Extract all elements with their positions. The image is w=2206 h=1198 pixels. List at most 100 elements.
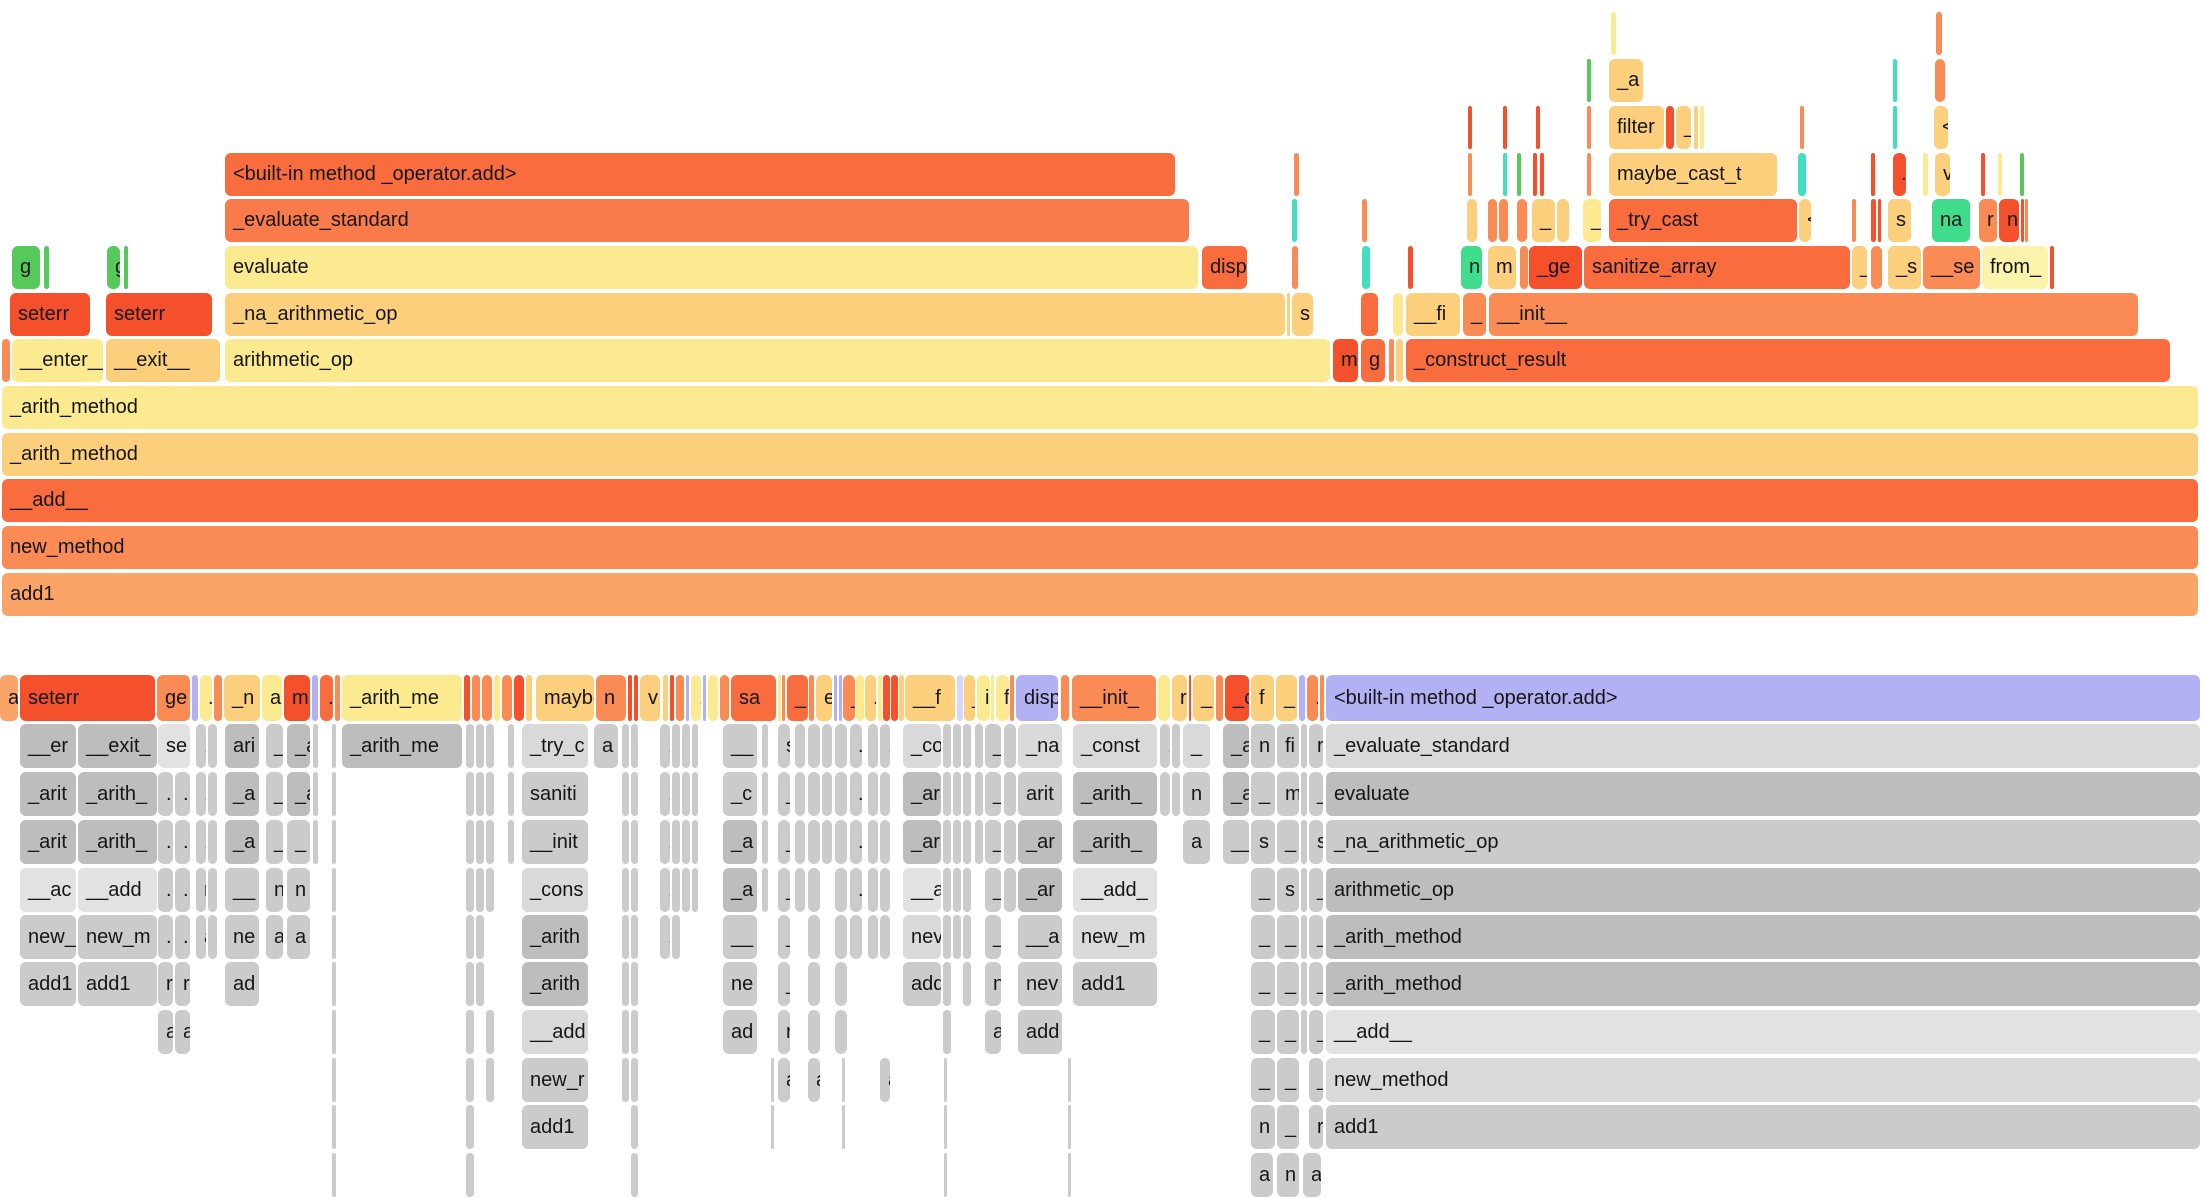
frame-sliver[interactable]	[622, 724, 629, 768]
frame-sliver[interactable]	[508, 772, 514, 816]
frame-sliver[interactable]	[508, 820, 514, 864]
frame-_arith_[interactable]: _arith_	[78, 772, 157, 816]
frame-sliver[interactable]	[1694, 106, 1698, 149]
frame-fi[interactable]: fi	[1277, 724, 1299, 768]
frame-g[interactable]: g	[107, 246, 120, 289]
frame-sliver[interactable]	[720, 675, 729, 721]
frame-sliver[interactable]	[466, 962, 474, 1006]
frame-__fi[interactable]: __fi	[1406, 293, 1460, 336]
frame-sliver[interactable]	[778, 675, 781, 721]
frame-sliver[interactable]	[762, 868, 768, 912]
frame-sliver[interactable]	[622, 1010, 629, 1054]
frame-__[interactable]: __	[723, 915, 757, 959]
frame-sliver[interactable]	[991, 675, 994, 721]
frame-sliver[interactable]	[953, 772, 961, 816]
frame-sliver[interactable]	[476, 820, 484, 864]
frame-maybe_cast_t[interactable]: maybe_cast_t	[1609, 153, 1777, 196]
frame-[interactable]: .	[1396, 339, 1403, 382]
frame-sliver[interactable]	[466, 1010, 474, 1054]
frame-g[interactable]: g	[12, 246, 40, 289]
frame-sliver[interactable]	[1287, 293, 1290, 336]
frame-_[interactable]: _	[985, 820, 1001, 864]
frame-sliver[interactable]	[835, 820, 847, 864]
frame-sliver[interactable]	[1301, 820, 1307, 864]
frame-_[interactable]: _	[266, 724, 283, 768]
frame-[interactable]: .	[1893, 153, 1906, 196]
frame-sliver[interactable]	[822, 772, 832, 816]
frame-v[interactable]: v	[640, 675, 660, 721]
frame-sliver[interactable]	[1320, 675, 1324, 721]
frame-_n[interactable]: _n	[224, 675, 260, 721]
frame-sliver[interactable]	[1878, 199, 1881, 242]
frame-ad[interactable]: ad	[225, 962, 259, 1006]
frame-sliver[interactable]	[1301, 915, 1307, 959]
frame-a[interactable]: a	[778, 1058, 790, 1102]
frame-sliver[interactable]	[880, 915, 890, 959]
frame-_arith_method[interactable]: _arith_method	[2, 433, 2198, 476]
frame-sliver[interactable]	[1998, 153, 2002, 196]
frame-sliver[interactable]	[1389, 339, 1394, 382]
frame-[interactable]: .	[158, 915, 173, 959]
frame-r[interactable]: r	[1309, 724, 1323, 768]
frame-_arith_method[interactable]: _arith_method	[2, 386, 2198, 429]
frame-[interactable]: .	[1307, 675, 1318, 721]
frame-sliver[interactable]	[332, 1010, 336, 1054]
frame-__enter__[interactable]: __enter__	[12, 339, 103, 382]
frame-sliver[interactable]	[472, 675, 480, 721]
frame-_[interactable]: _	[985, 868, 1001, 912]
frame-sliver[interactable]	[1520, 246, 1528, 289]
frame-sliver[interactable]	[682, 820, 690, 864]
frame-sliver[interactable]	[335, 675, 340, 721]
frame-seterr[interactable]: seterr	[20, 675, 155, 721]
frame-sliver[interactable]	[124, 246, 128, 289]
frame-sliver[interactable]	[795, 820, 805, 864]
frame-sliver[interactable]	[883, 675, 890, 721]
frame-sliver[interactable]	[842, 1058, 845, 1102]
frame-sliver[interactable]	[880, 820, 890, 864]
frame-sliver[interactable]	[313, 772, 318, 816]
frame-_[interactable]: _	[1251, 1010, 1275, 1054]
frame-sliver[interactable]	[808, 915, 820, 959]
frame-_a[interactable]: _a	[287, 724, 310, 768]
frame-sliver[interactable]	[943, 915, 951, 959]
frame-sliver[interactable]	[868, 915, 878, 959]
frame-_arit[interactable]: _arit	[20, 772, 76, 816]
frame-_[interactable]: _	[1251, 1058, 1275, 1102]
frame-_evaluate_standard[interactable]: _evaluate_standard	[1326, 724, 2200, 768]
frame-sliver[interactable]	[1893, 106, 1897, 149]
frame-[interactable]: .	[526, 675, 532, 721]
frame-n[interactable]: n	[985, 962, 1001, 1006]
frame-_[interactable]: _	[985, 772, 1001, 816]
frame-_[interactable]: _	[778, 868, 790, 912]
frame-sliver[interactable]	[953, 915, 961, 959]
frame-sliver[interactable]	[839, 675, 842, 721]
frame-_[interactable]: _	[1309, 1010, 1323, 1054]
frame-[interactable]: .	[208, 724, 217, 768]
frame-[interactable]: .	[865, 675, 876, 721]
frame-sliver[interactable]	[1798, 153, 1806, 196]
frame-sliver[interactable]	[476, 772, 484, 816]
frame-sliver[interactable]	[476, 962, 484, 1006]
frame-builtinmethod_operatoradd[interactable]: <built-in method _operator.add>	[1326, 675, 2200, 721]
frame-seterr[interactable]: seterr	[106, 293, 212, 336]
frame-sliver[interactable]	[1004, 820, 1016, 864]
frame-sliver[interactable]	[1299, 675, 1305, 721]
frame-sliver[interactable]	[808, 1010, 820, 1054]
frame-sliver[interactable]	[332, 915, 336, 959]
frame-evaluate[interactable]: evaluate	[225, 246, 1198, 289]
frame-[interactable]: .	[208, 868, 217, 912]
frame-sliver[interactable]	[1172, 772, 1180, 816]
frame-_[interactable]: _	[266, 772, 283, 816]
frame-_[interactable]: _	[287, 820, 310, 864]
frame-a[interactable]: a	[175, 1010, 190, 1054]
frame-_na[interactable]: _na	[1018, 724, 1062, 768]
frame-_a[interactable]: _a	[1609, 59, 1643, 102]
frame-sliver[interactable]	[2050, 246, 2054, 289]
frame-ari[interactable]: ari	[225, 724, 259, 768]
frame-sliver[interactable]	[809, 675, 814, 721]
frame-_try_cast[interactable]: _try_cast	[1609, 199, 1797, 242]
frame-__[interactable]: __	[225, 868, 259, 912]
frame-sliver[interactable]	[1499, 199, 1508, 242]
frame-sliver[interactable]	[622, 772, 629, 816]
frame-add1[interactable]: add1	[2, 573, 2198, 616]
